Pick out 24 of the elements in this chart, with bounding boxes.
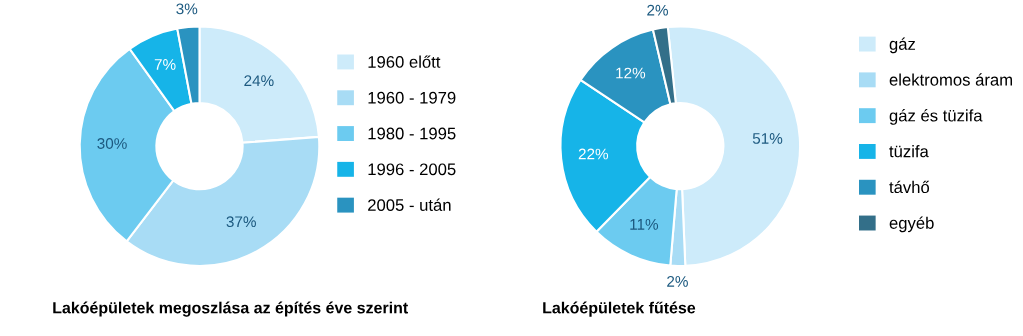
legend-label: tüzifa xyxy=(889,145,929,158)
data-label: 37% xyxy=(226,216,256,228)
data-label: 2% xyxy=(647,4,669,16)
legend-label: gáz xyxy=(889,37,916,54)
data-label: 24% xyxy=(244,75,274,86)
legend-label: egyéb xyxy=(889,216,934,233)
data-label: 12% xyxy=(616,67,646,79)
text: Lakóépületek megoszlása az építés éve szerint xyxy=(53,301,408,317)
data-label: 30% xyxy=(97,138,127,149)
legend-label: 1996 - 2005 xyxy=(368,163,456,176)
data-label: 3% xyxy=(176,3,198,15)
text: Lakóépületek fűtése xyxy=(543,301,696,317)
data-label: 2% xyxy=(667,275,688,287)
legend-label: elektromos áram xyxy=(889,73,1012,86)
legend-label: 2005 - után xyxy=(368,198,451,211)
data-label: 7% xyxy=(154,59,176,70)
data-label: 51% xyxy=(752,133,783,144)
legend-label: gáz és tüzifa xyxy=(889,109,983,125)
legend-label: 1960 előtt xyxy=(368,55,441,68)
legend-label: 1960 - 1979 xyxy=(368,91,456,104)
legend-label: távhő xyxy=(889,180,930,194)
data-label: 22% xyxy=(578,148,609,160)
data-label: 11% xyxy=(630,219,659,230)
legend-label: 1980 - 1995 xyxy=(368,127,456,140)
